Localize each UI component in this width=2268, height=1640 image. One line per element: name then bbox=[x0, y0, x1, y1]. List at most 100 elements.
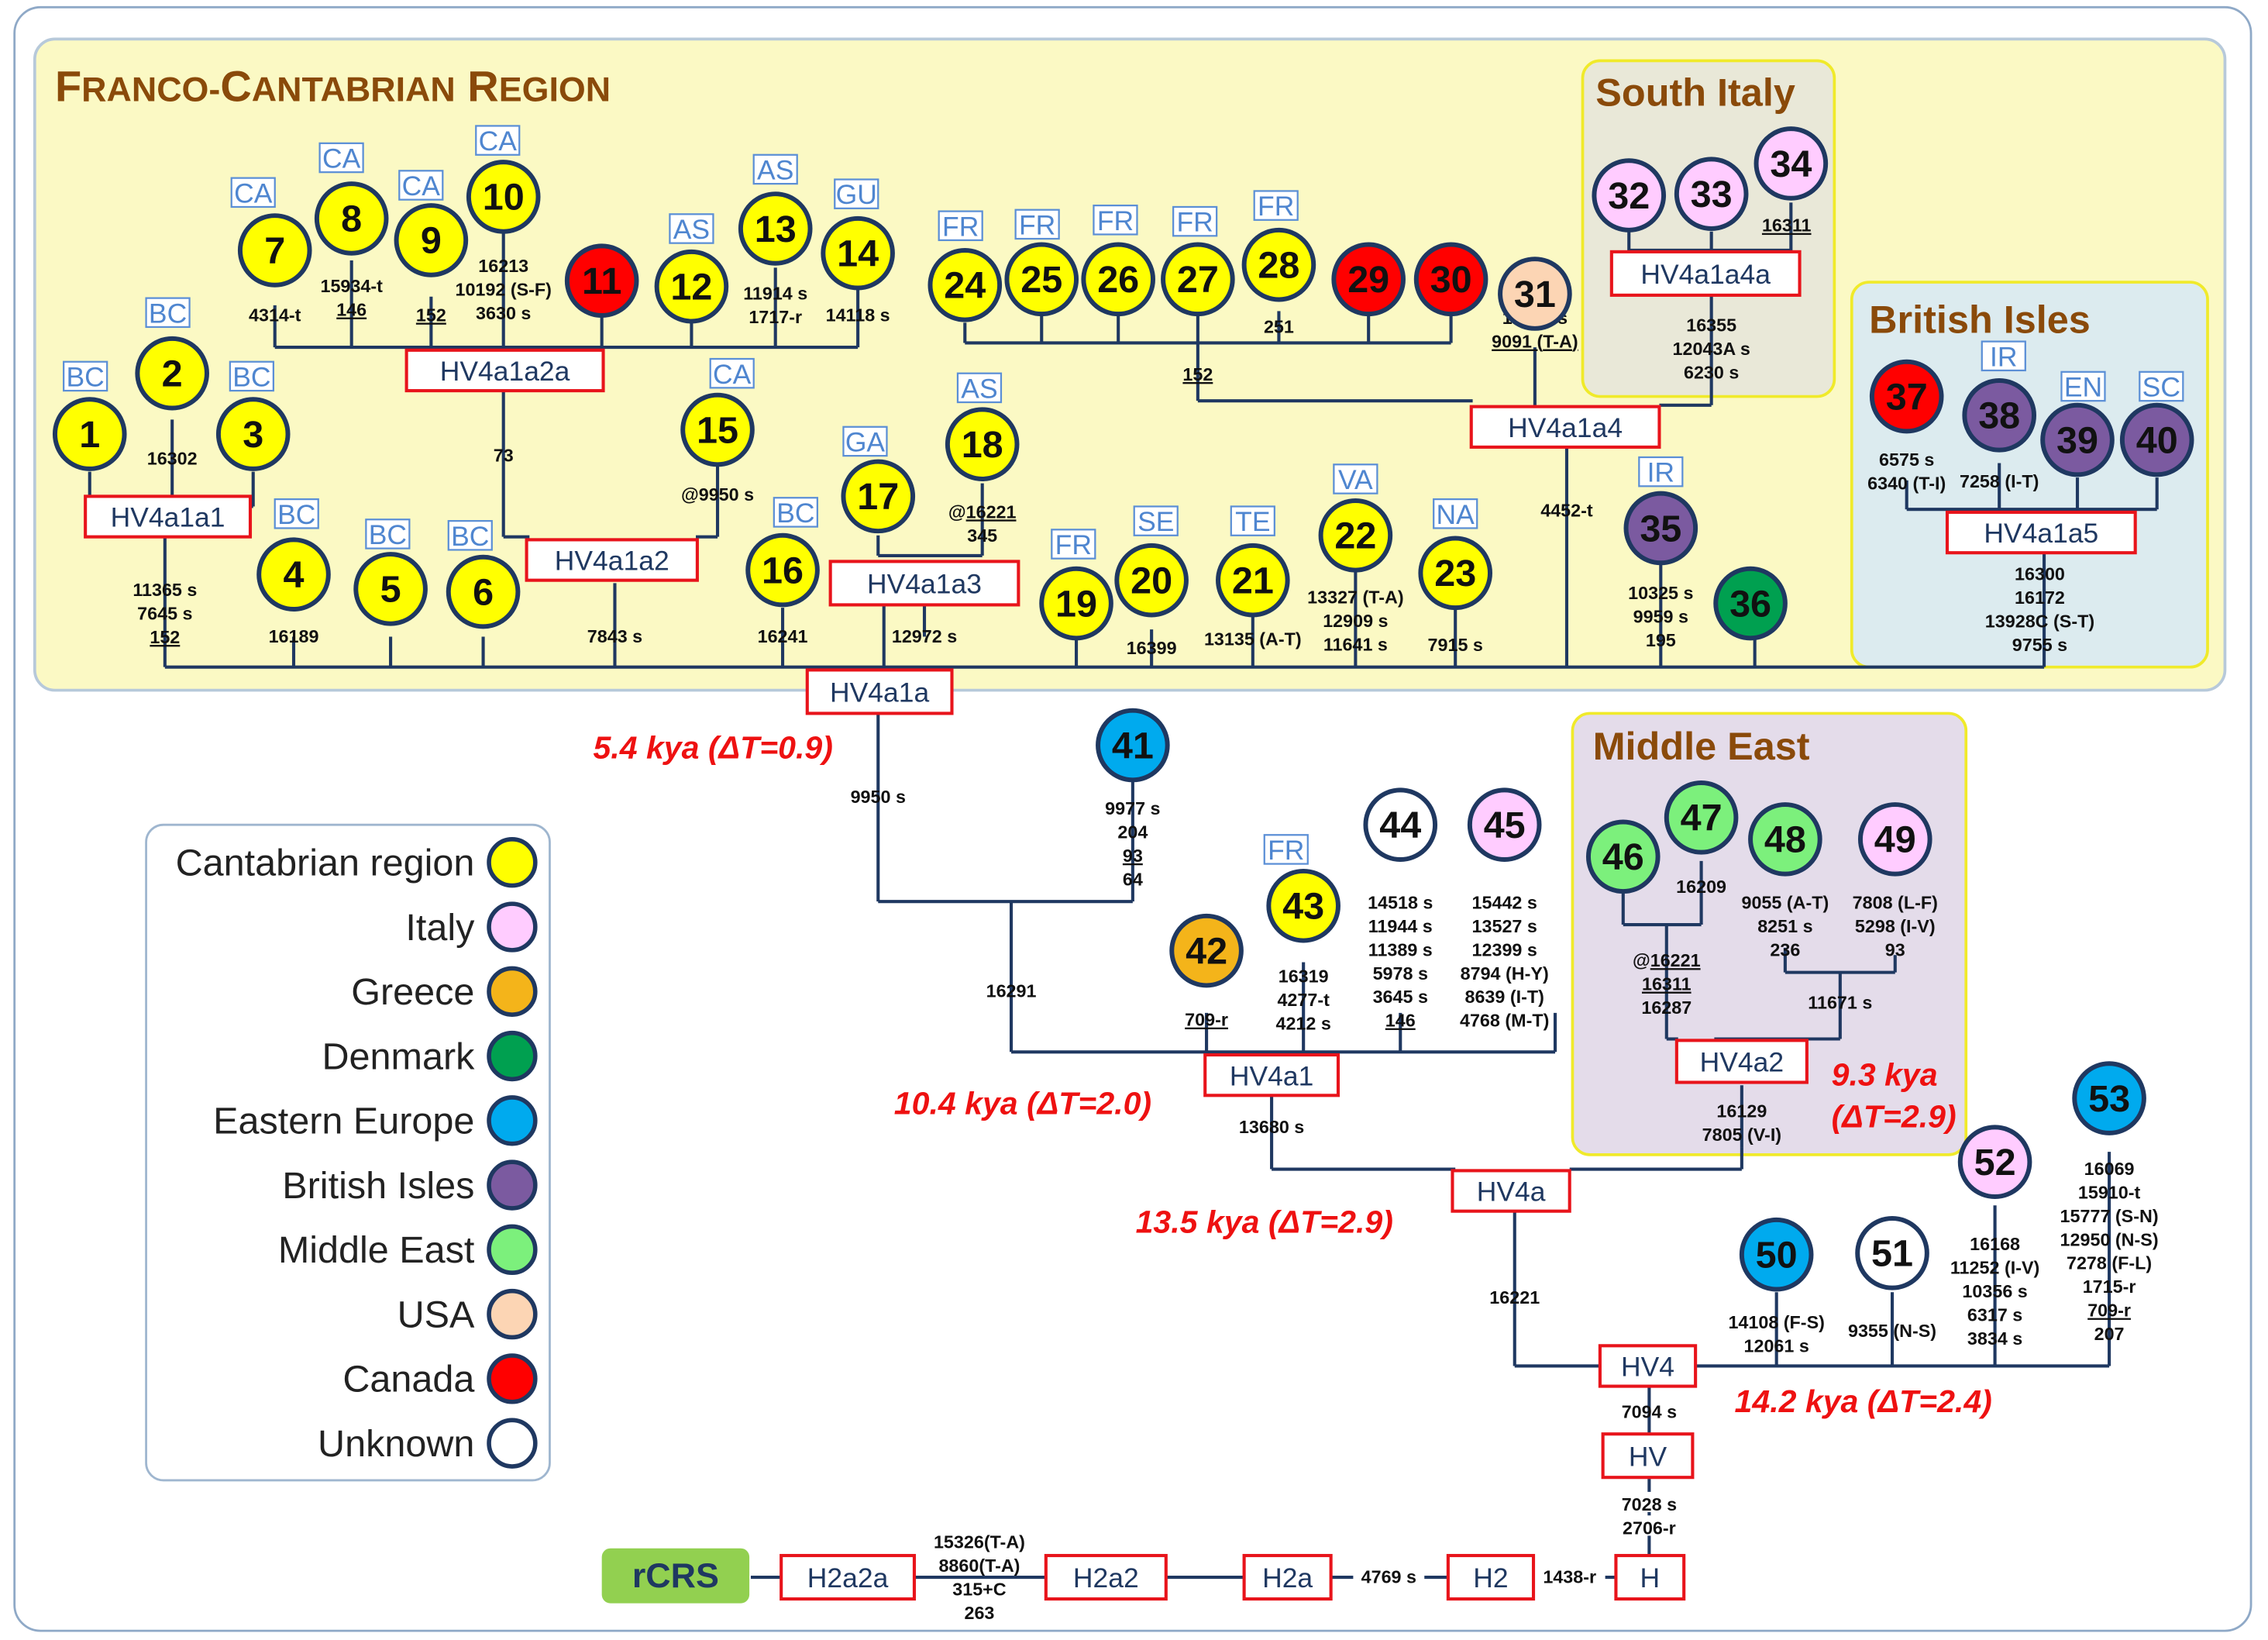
region-tag-label: IR bbox=[1990, 341, 2017, 372]
region-tag-label: BC bbox=[149, 298, 187, 329]
node-circle bbox=[2072, 1061, 2146, 1135]
node-1: BC 1 bbox=[52, 360, 127, 471]
age-estimate: 5.4 kya (ΔT=0.9) bbox=[593, 729, 832, 765]
mutation-label: 3645 s bbox=[1373, 987, 1428, 1007]
haplogroup-label: HV4 bbox=[1621, 1352, 1674, 1383]
mutation-label: 13680 s bbox=[1239, 1117, 1304, 1137]
mutation-label: 14118 s bbox=[826, 305, 890, 325]
mutation-label: 7915 s bbox=[1428, 635, 1483, 655]
haplogroup-layer: HV4a1a1HV4a1a2aHV4a1a2HV4a1a3HV4a1a4HV4a… bbox=[84, 250, 2137, 1604]
region-tag bbox=[1433, 498, 1478, 529]
node-41: 41 bbox=[1096, 708, 1170, 783]
mutation-label: 4277-t bbox=[1277, 990, 1330, 1010]
node-circle bbox=[945, 407, 1020, 481]
mutation-label: @16221 bbox=[1633, 950, 1701, 970]
node-31: 31 bbox=[1498, 257, 1572, 331]
node-circle bbox=[1413, 242, 1488, 317]
region-tag-label: FR bbox=[1268, 835, 1304, 866]
node-48: 48 bbox=[1748, 802, 1822, 877]
node-circle bbox=[1467, 787, 1542, 862]
region-tag-label: BC bbox=[776, 498, 814, 529]
node-number: 20 bbox=[1131, 560, 1172, 601]
mutation-label: 9950 s bbox=[851, 787, 906, 807]
node-22: VA 22 bbox=[1318, 463, 1393, 573]
mutation-label-bg bbox=[1533, 1564, 1605, 1585]
node-number: 11 bbox=[582, 260, 621, 302]
node-32: 32 bbox=[1592, 158, 1667, 233]
mutation-label-bg bbox=[1353, 1564, 1425, 1585]
node-29: 29 bbox=[1331, 242, 1406, 317]
age-estimate: 14.2 kya (ΔT=2.4) bbox=[1735, 1383, 1992, 1419]
mutation-label: 152 bbox=[150, 627, 180, 647]
node-25: FR 25 bbox=[1004, 208, 1079, 317]
mutation-label: 16241 bbox=[758, 626, 808, 646]
mutation-label: 14518 s bbox=[1368, 892, 1433, 912]
node-4: BC 4 bbox=[256, 498, 331, 612]
node-circle bbox=[1623, 491, 1698, 566]
node-18: AS 18 bbox=[945, 372, 1020, 481]
legend-label: Denmark bbox=[322, 1035, 476, 1077]
node-number: 52 bbox=[1974, 1142, 2016, 1183]
region-tag-label: VA bbox=[1338, 464, 1373, 495]
legend-swatch bbox=[487, 1159, 538, 1211]
age-estimate: 13.5 kya (ΔT=2.9) bbox=[1136, 1204, 1393, 1240]
node-number: 10 bbox=[483, 177, 525, 219]
node-47: 47 bbox=[1664, 780, 1739, 855]
node-number: 29 bbox=[1347, 259, 1389, 301]
haplogroup-hv4a1a4: HV4a1a4 bbox=[1469, 405, 1661, 449]
mutation-label: 1715-r bbox=[2083, 1277, 2136, 1297]
mutation-label: 1717-r bbox=[749, 307, 802, 327]
region-tag-label: CA bbox=[234, 177, 273, 208]
mutation-label: 4452-t bbox=[1540, 501, 1593, 521]
node-24: FR 24 bbox=[928, 210, 1003, 322]
node-14: GU 14 bbox=[821, 178, 895, 291]
legend-panel bbox=[145, 823, 551, 1482]
node-circle bbox=[1331, 242, 1406, 317]
node-circle bbox=[1096, 708, 1170, 783]
region-tag-label: BC bbox=[451, 521, 489, 552]
mutation-label: 11641 s bbox=[1323, 634, 1388, 654]
node-circle bbox=[1855, 1216, 1929, 1290]
region-tag-label: TE bbox=[1235, 506, 1270, 537]
node-17: GA 17 bbox=[841, 426, 916, 534]
region-tag bbox=[1981, 340, 2026, 372]
mutation-label: 10325 s bbox=[1628, 583, 1693, 603]
region-tag-label: FR bbox=[1258, 191, 1294, 222]
mutation-label: 10192 (S-F) bbox=[455, 279, 551, 299]
mutation-label: 13527 s bbox=[1472, 916, 1537, 936]
legend-label: USA bbox=[398, 1294, 475, 1335]
mutation-label: 16302 bbox=[147, 448, 198, 468]
mutation-label: 15442 s bbox=[1472, 892, 1537, 912]
node-number: 15 bbox=[697, 409, 738, 451]
region-tag bbox=[447, 519, 493, 551]
mutation-label: 2706-r bbox=[1623, 1518, 1676, 1538]
node-28: FR 28 bbox=[1241, 190, 1316, 302]
mutation-label: 16287 bbox=[1641, 997, 1692, 1018]
region-tag bbox=[1133, 505, 1179, 536]
region-middle-title: Middle East bbox=[1593, 724, 1810, 768]
region-tag-label: AS bbox=[757, 155, 793, 186]
haplogroup-hv4a1: HV4a1 bbox=[1203, 1053, 1340, 1097]
mutation-label: 11252 (I-V) bbox=[1950, 1258, 2039, 1278]
mutation-label: 6230 s bbox=[1684, 362, 1739, 382]
mutation-label: 3630 s bbox=[476, 303, 531, 323]
node-circle bbox=[135, 336, 209, 411]
node-number: 49 bbox=[1874, 819, 1916, 861]
node-number: 13 bbox=[755, 208, 797, 250]
node-39: EN 39 bbox=[2040, 370, 2115, 477]
region-tag bbox=[709, 357, 755, 389]
node-circle bbox=[237, 213, 312, 288]
age-estimate: (ΔT=2.9) bbox=[1832, 1098, 1957, 1134]
node-12: AS 12 bbox=[654, 213, 729, 324]
node-circle bbox=[745, 532, 820, 608]
region-tag-label: FR bbox=[1097, 205, 1134, 236]
node-circle bbox=[1592, 158, 1667, 233]
mutation-label: 152 bbox=[1182, 364, 1213, 384]
mutation-label: 9755 s bbox=[2012, 635, 2067, 655]
node-circle bbox=[1713, 566, 1788, 641]
region-tag-label: BC bbox=[277, 499, 315, 530]
legend-swatch bbox=[487, 901, 538, 953]
node-number: 45 bbox=[1484, 804, 1526, 846]
